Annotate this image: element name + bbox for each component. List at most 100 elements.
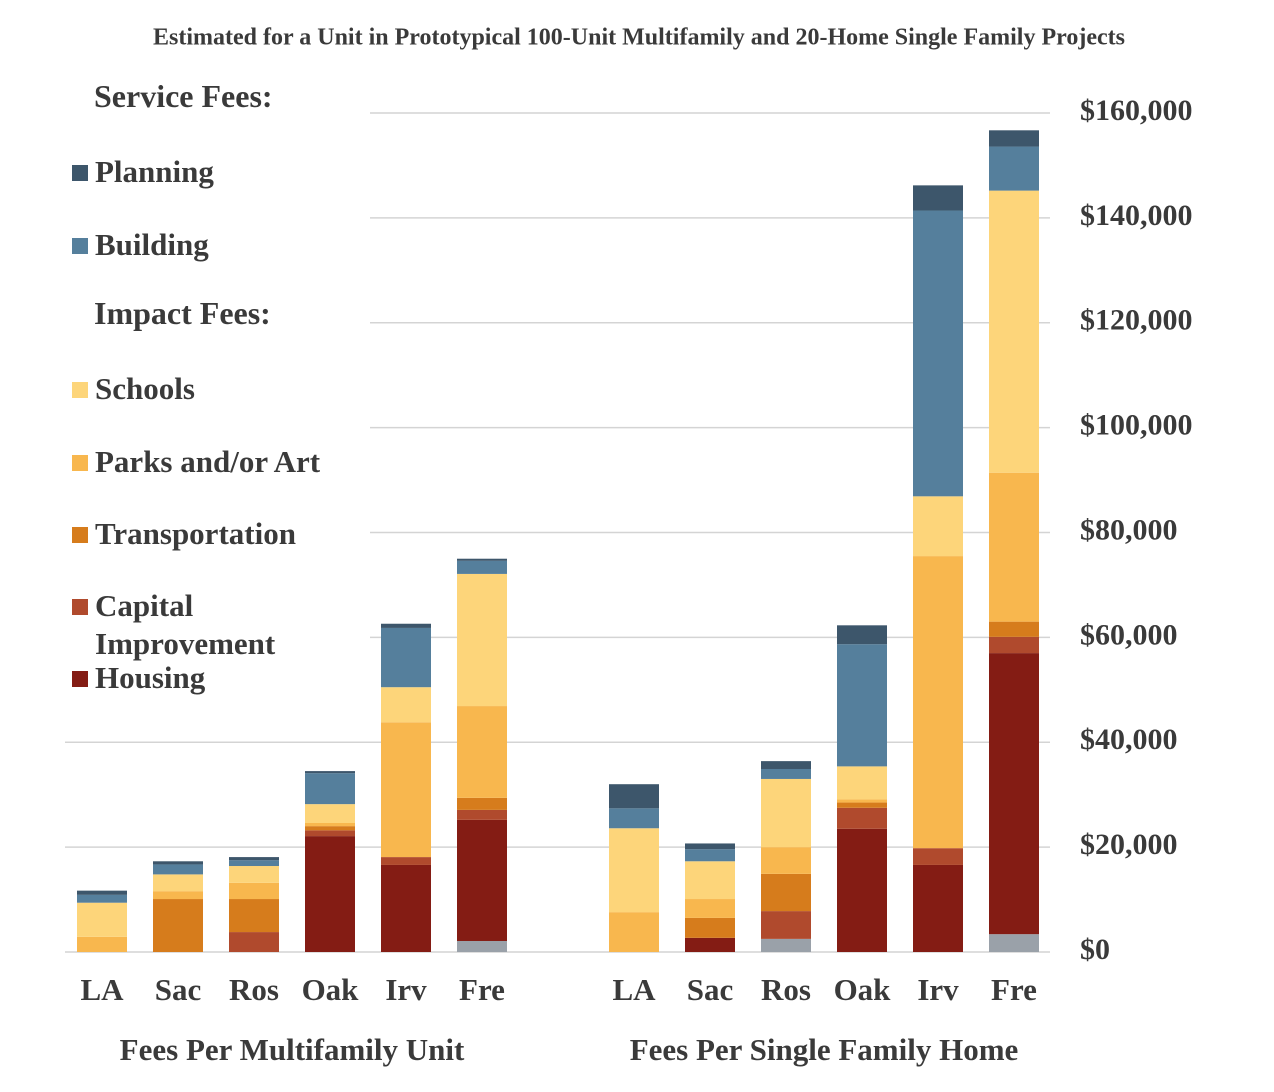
bar-segment: [837, 625, 887, 645]
bar-segment: [837, 802, 887, 808]
bar-segment: [457, 819, 507, 941]
legend-label: Housing: [95, 660, 206, 696]
bar-segment: [685, 899, 735, 918]
bar-segment: [457, 809, 507, 820]
bar-segment: [381, 864, 431, 952]
bar-segment: [229, 857, 279, 861]
y-tick-label: $100,000: [1080, 409, 1193, 442]
legend-label: Parks and/or Art: [95, 443, 321, 479]
y-tick-label: $80,000: [1080, 513, 1178, 546]
bar-segment: [989, 621, 1039, 637]
bar-segment: [989, 653, 1039, 935]
legend: Service Fees: Planning Building Impact Fees…: [60, 70, 370, 700]
y-tick-label: $20,000: [1080, 828, 1178, 861]
bar-segment: [305, 771, 355, 774]
bar-segment: [989, 934, 1039, 952]
bar-segment: [989, 130, 1039, 147]
bar-segment: [609, 828, 659, 913]
y-tick-label: $120,000: [1080, 304, 1193, 337]
bar-segment: [153, 874, 203, 892]
bar-segment: [457, 797, 507, 810]
bar-segment: [685, 849, 735, 862]
bar-segment: [761, 911, 811, 939]
bar-segment: [77, 890, 127, 895]
bar-segment: [837, 644, 887, 767]
x-tick-label: Fre: [459, 972, 505, 1007]
bar-segment: [305, 836, 355, 952]
y-tick-label: $160,000: [1080, 94, 1193, 127]
y-tick-label: $40,000: [1080, 723, 1178, 756]
legend-label: Capital Improvement: [95, 588, 276, 662]
bar-segment: [761, 873, 811, 912]
bar-segment: [229, 866, 279, 883]
x-tick-label: Irv: [917, 972, 959, 1007]
legend-swatch: [72, 382, 88, 399]
bar-segment: [685, 861, 735, 900]
bar-segment: [457, 940, 507, 952]
bar-segment: [609, 912, 659, 952]
bar-segment: [989, 636, 1039, 654]
bar-segment: [837, 766, 887, 800]
x-tick-label: Oak: [302, 972, 360, 1007]
bar-segment: [457, 560, 507, 574]
bar-segment: [685, 843, 735, 850]
x-tick-label: Oak: [834, 972, 892, 1007]
legend-swatch: [72, 599, 88, 616]
bar-segment: [761, 768, 811, 779]
bar-segment: [457, 573, 507, 707]
legend-swatch: [72, 526, 88, 543]
bar-segment: [77, 936, 127, 952]
bar-segment: [77, 902, 127, 937]
legend-swatch: [72, 165, 88, 182]
x-tick-label: LA: [80, 972, 124, 1007]
bar-segment: [761, 938, 811, 952]
bar-segment: [837, 807, 887, 829]
bar-segment: [381, 687, 431, 723]
bar-segment: [685, 937, 735, 952]
x-tick-label: Irv: [385, 972, 427, 1007]
bar-segment: [153, 861, 203, 865]
bar-segment: [77, 894, 127, 903]
x-tick-label: Ros: [229, 972, 279, 1007]
bar-segment: [837, 828, 887, 952]
legend-heading: Service Fees:: [94, 78, 273, 114]
bar-segment: [229, 899, 279, 933]
bar-segment: [837, 799, 887, 803]
bar-segment: [913, 210, 963, 497]
bar-segment: [609, 784, 659, 809]
bar-segment: [229, 860, 279, 867]
y-tick-label: $0: [1080, 933, 1110, 966]
bar-segment: [153, 891, 203, 900]
legend-label: Schools: [95, 371, 195, 407]
legend-label: Planning: [95, 154, 214, 190]
bar-segment: [381, 627, 431, 688]
bar-segment: [229, 882, 279, 900]
bar-segment: [305, 823, 355, 827]
bar-segment: [381, 623, 431, 628]
bar-segment: [913, 864, 963, 952]
legend-swatch: [72, 237, 88, 254]
bar-segment: [761, 847, 811, 874]
bar-segment: [305, 826, 355, 831]
legend-swatch: [72, 671, 88, 688]
chart-title: Estimated for a Unit in Prototypical 100…: [153, 25, 1125, 51]
bar-segment: [685, 917, 735, 938]
bar-segment: [761, 778, 811, 848]
legend-heading: Impact Fees:: [94, 294, 271, 331]
bar-segment: [381, 722, 431, 858]
bar-segment: [381, 857, 431, 865]
x-tick-label: Sac: [687, 972, 734, 1007]
x-tick-label: Sac: [155, 972, 202, 1007]
bar-segment: [153, 899, 203, 952]
bar-segment: [609, 808, 659, 829]
bar-segment: [913, 496, 963, 557]
group-label: Fees Per Multifamily Unit: [120, 1032, 465, 1067]
y-tick-label: $140,000: [1080, 199, 1193, 232]
legend-label: Building: [95, 226, 209, 262]
legend-swatch: [72, 454, 88, 471]
legend-label: Transportation: [95, 515, 296, 551]
bar-segment: [761, 761, 811, 769]
bar-segment: [989, 190, 1039, 473]
